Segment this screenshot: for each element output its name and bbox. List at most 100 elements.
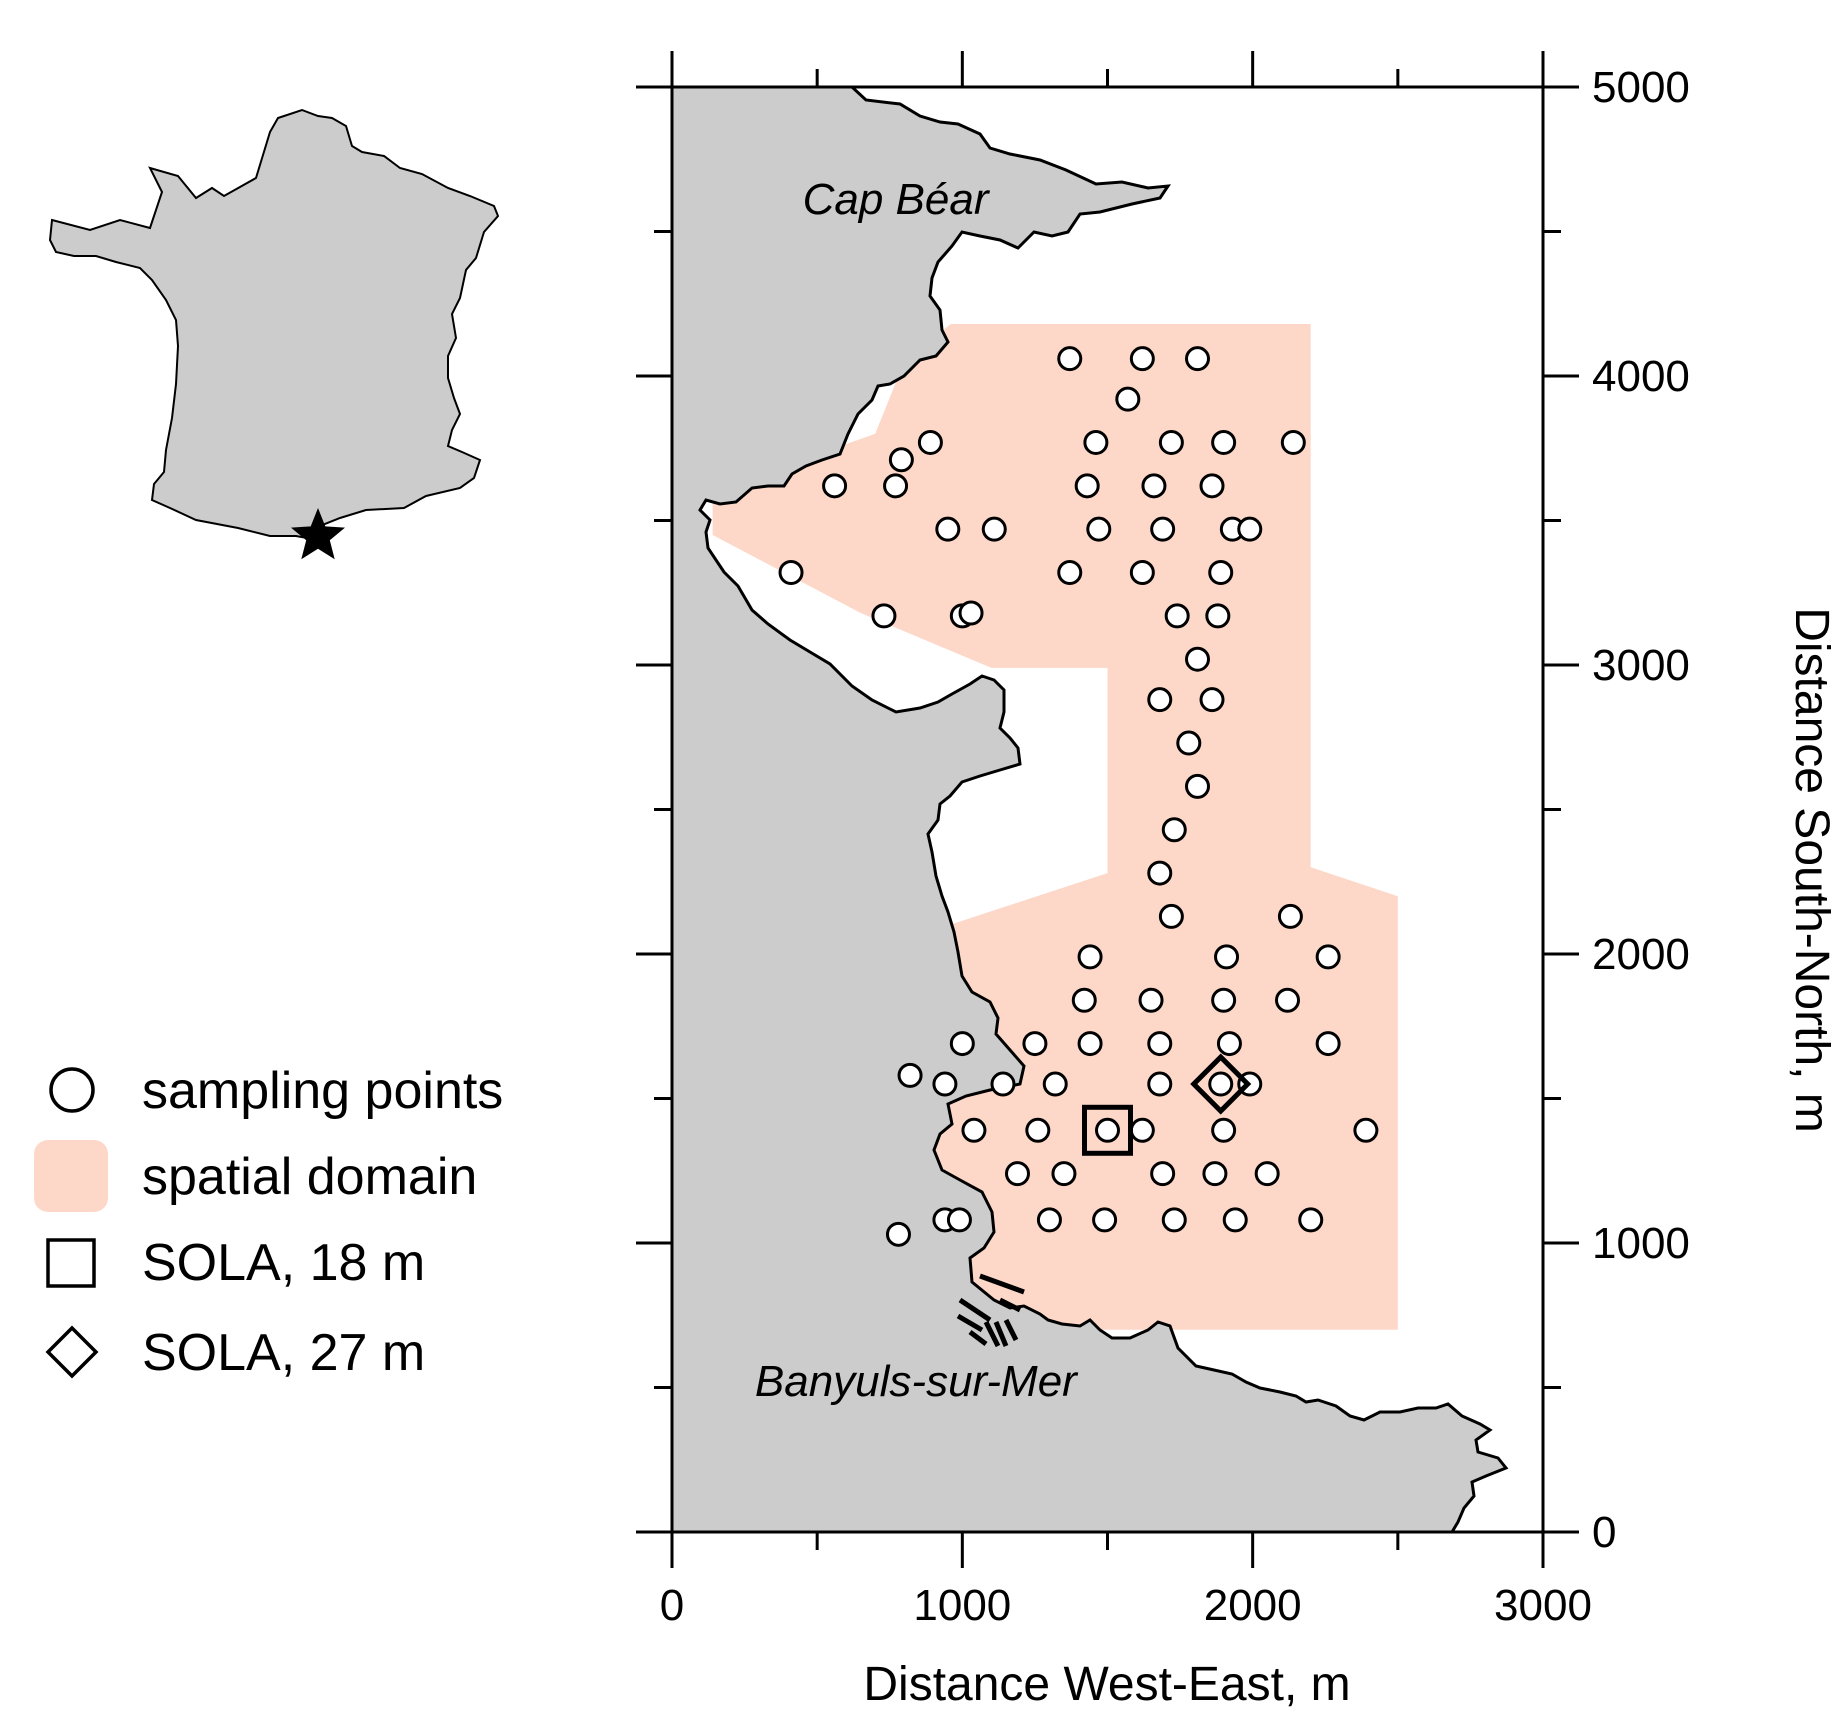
- sampling-point: [1147, 1031, 1173, 1057]
- sampling-point: [1275, 987, 1301, 1013]
- sampling-point: [1129, 560, 1155, 586]
- sampling-point: [1277, 903, 1303, 929]
- inset-map-france: [48, 108, 500, 560]
- sampling-point: [1095, 1117, 1120, 1143]
- sola-18m-marker: [1082, 1104, 1133, 1156]
- sampling-point: [1092, 1207, 1118, 1233]
- location-star-icon: [291, 508, 345, 560]
- place-label-cap-bear: Cap Béar: [803, 175, 991, 224]
- legend-diamond-marker: [45, 1325, 99, 1379]
- sampling-point: [1222, 1207, 1248, 1233]
- x-tick-label: 2000: [1204, 1581, 1302, 1630]
- sampling-point: [1036, 1207, 1062, 1233]
- sola-27m-marker: [1190, 1053, 1252, 1115]
- sampling-point: [1185, 773, 1211, 799]
- sampling-point: [778, 560, 804, 586]
- sampling-point: [1129, 346, 1155, 372]
- sampling-point: [1025, 1117, 1051, 1143]
- sampling-point: [1298, 1207, 1324, 1233]
- sampling-point: [1051, 1161, 1077, 1187]
- y-tick-label: 1000: [1592, 1219, 1690, 1268]
- sampling-point: [1141, 473, 1167, 499]
- sampling-point: [1077, 944, 1103, 970]
- sampling-point: [958, 600, 984, 626]
- sampling-point: [1147, 687, 1173, 713]
- sampling-point: [1071, 987, 1097, 1013]
- sampling-point: [1077, 1031, 1103, 1057]
- y-tick-label: 0: [1592, 1508, 1616, 1557]
- harbour-piers: [956, 1297, 1022, 1348]
- harbour-breakwater: [979, 1273, 1025, 1295]
- x-axis-title: Distance West-East, m: [863, 1658, 1350, 1711]
- sampling-point: [1280, 429, 1306, 455]
- sampling-point: [1004, 1161, 1030, 1187]
- sampling-point: [1237, 516, 1263, 542]
- sampling-point: [1158, 903, 1184, 929]
- sampling-points-layer: [778, 346, 1379, 1247]
- sampling-point: [1164, 603, 1190, 629]
- sampling-point: [1216, 1031, 1242, 1057]
- sampling-point: [1086, 516, 1112, 542]
- sampling-point: [1211, 1117, 1237, 1143]
- sampling-point: [1185, 646, 1211, 672]
- sampling-point: [885, 1221, 911, 1247]
- sampling-point: [1115, 386, 1141, 412]
- sampling-point: [961, 1117, 987, 1143]
- place-label-banyuls: Banyuls-sur-Mer: [755, 1357, 1079, 1406]
- sampling-point: [946, 1207, 972, 1233]
- sampling-point: [949, 1031, 975, 1057]
- sampling-point: [1254, 1161, 1280, 1187]
- legend-domain-swatch: [34, 1140, 108, 1212]
- sampling-point: [1129, 1117, 1155, 1143]
- sampling-point: [883, 473, 909, 499]
- sampling-point: [1150, 1161, 1176, 1187]
- y-tick-label: 3000: [1592, 641, 1690, 690]
- sampling-point: [1208, 560, 1234, 586]
- sampling-point: [1202, 1161, 1228, 1187]
- sampling-point: [1315, 944, 1341, 970]
- sampling-point: [1211, 987, 1237, 1013]
- sampling-point: [1353, 1117, 1379, 1143]
- france-outline: [48, 108, 500, 542]
- sampling-point: [935, 516, 961, 542]
- sampling-point: [932, 1071, 958, 1097]
- sampling-point: [1161, 817, 1187, 843]
- y-axis-title: Distance South-North, m: [1785, 607, 1837, 1133]
- sampling-point: [888, 447, 914, 473]
- sampling-point: [1150, 516, 1176, 542]
- sampling-point: [1199, 687, 1225, 713]
- sampling-point: [1208, 1071, 1234, 1097]
- land-mass: [672, 87, 1509, 1532]
- sampling-point: [1022, 1031, 1048, 1057]
- sampling-point: [822, 473, 848, 499]
- x-tick-label: 1000: [913, 1581, 1011, 1630]
- legend-label-sola-27: SOLA, 27 m: [142, 1324, 425, 1382]
- sampling-point: [1147, 860, 1173, 886]
- y-tick-label: 4000: [1592, 352, 1690, 401]
- sampling-point: [897, 1062, 923, 1088]
- sampling-point: [1138, 987, 1164, 1013]
- x-tick-label: 0: [660, 1581, 684, 1630]
- map-panel: Cap Béar Banyuls-sur-Mer 0 1000 2000 3000 0 1…: [636, 51, 1837, 1711]
- legend-label-sola-18: SOLA, 18 m: [142, 1234, 425, 1292]
- y-tick-label: 2000: [1592, 930, 1690, 979]
- sampling-point: [1057, 560, 1083, 586]
- sampling-point: [1147, 1071, 1173, 1097]
- sampling-point: [871, 603, 897, 629]
- sampling-point: [1074, 473, 1100, 499]
- sampling-point: [1185, 346, 1211, 372]
- legend-label-spatial-domain: spatial domain: [142, 1148, 477, 1206]
- sampling-point: [1042, 1071, 1068, 1097]
- legend: sampling points spatial domain SOLA, 18 …: [34, 1062, 503, 1382]
- sampling-point: [1083, 429, 1109, 455]
- sampling-point: [1214, 944, 1240, 970]
- sampling-point: [1057, 346, 1083, 372]
- harbour-jetty: [956, 1273, 1025, 1348]
- sampling-point: [917, 429, 943, 455]
- sampling-point: [981, 516, 1007, 542]
- y-tick-label: 5000: [1592, 63, 1690, 112]
- sampling-point: [990, 1071, 1016, 1097]
- sampling-point: [1211, 429, 1237, 455]
